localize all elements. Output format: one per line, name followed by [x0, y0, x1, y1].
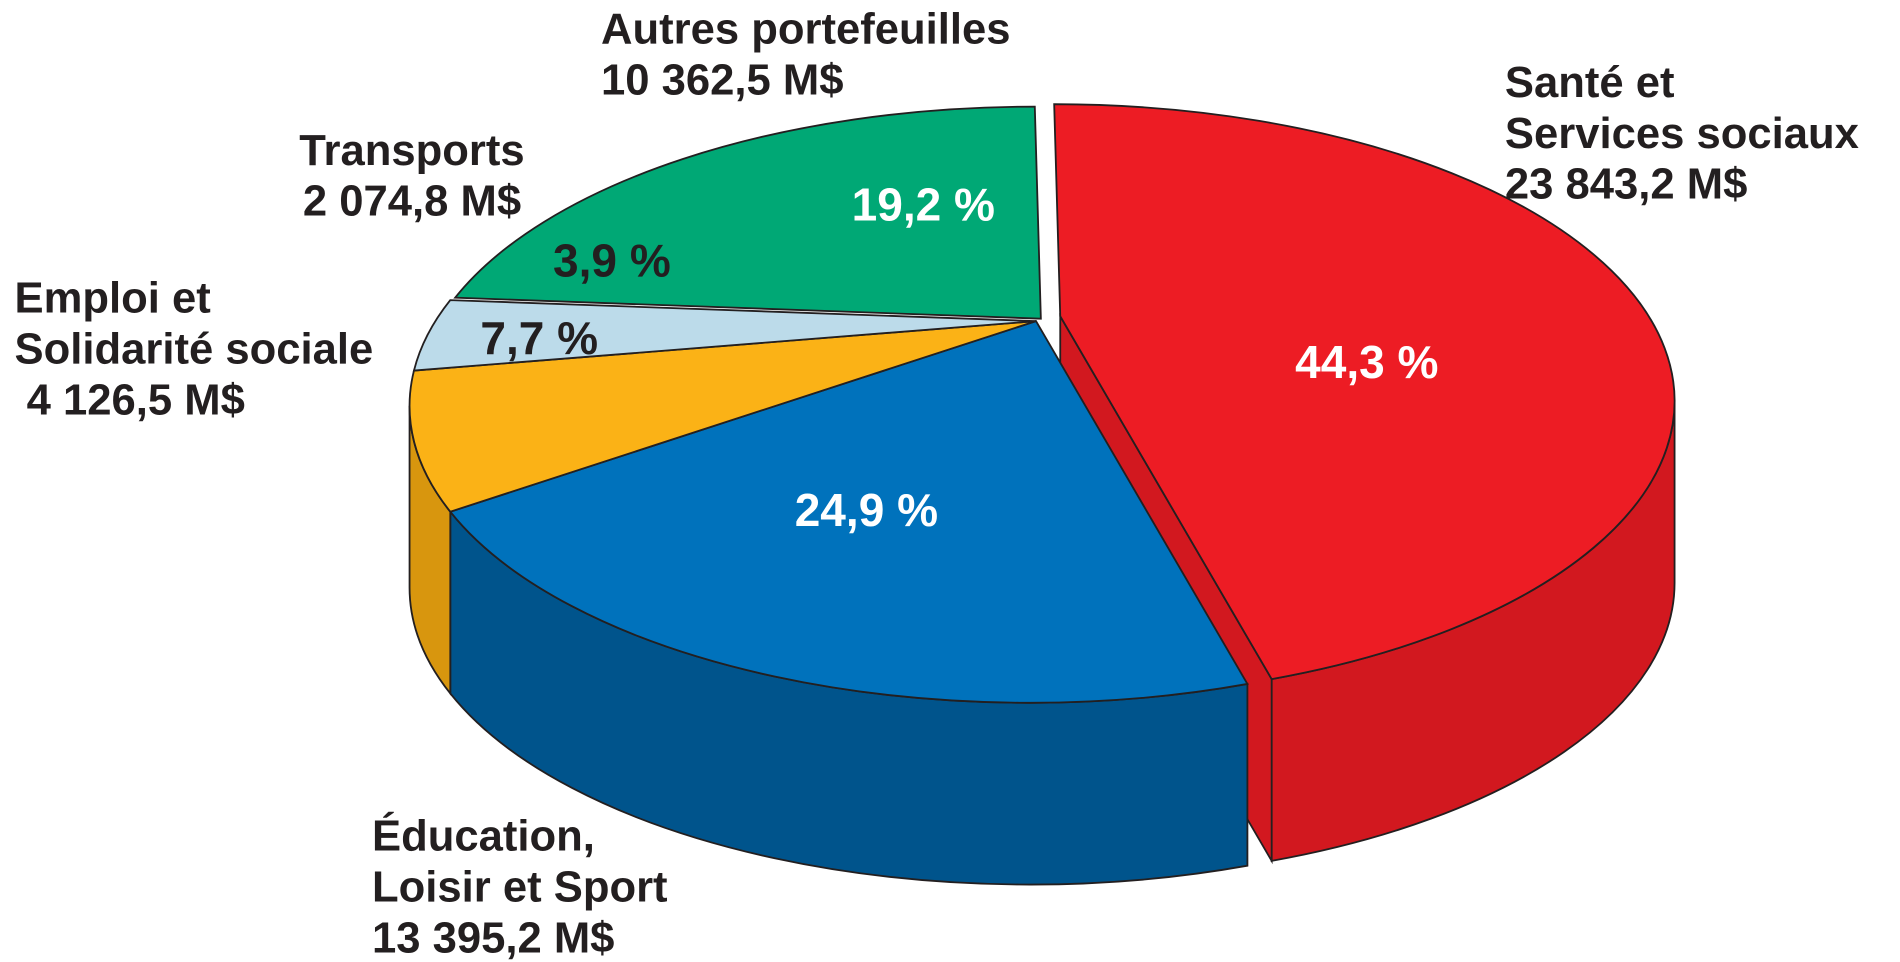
- category-label: Transports: [299, 127, 524, 175]
- value-label: 44,3 %: [1295, 336, 1438, 388]
- amount-label: 13 395,2 M$: [372, 914, 614, 962]
- amount-label: 2 074,8 M$: [303, 178, 521, 226]
- value-label: 7,7 %: [480, 312, 598, 364]
- category-label: Loisir et Sport: [372, 864, 668, 912]
- category-label: Santé et: [1505, 59, 1675, 107]
- amount-label: 10 362,5 M$: [601, 57, 843, 105]
- category-label: Services sociaux: [1505, 110, 1859, 158]
- value-label: 19,2 %: [852, 179, 995, 231]
- amount-label: 23 843,2 M$: [1505, 161, 1747, 209]
- category-label: Éducation,: [372, 811, 595, 861]
- pie-group: 44,3 % 24,9 % 7,7 % 3,9 % 19,2 % Santé etServ…: [15, 6, 1859, 962]
- category-label: Autres portefeuilles: [601, 6, 1011, 54]
- slice: [453, 105, 1042, 320]
- slice: [448, 320, 1249, 704]
- value-label: 24,9 %: [795, 484, 938, 536]
- category-label: Solidarité sociale: [15, 326, 374, 374]
- slice: [408, 320, 1037, 513]
- category-label: Emploi et: [15, 275, 211, 323]
- value-label: 3,9 %: [553, 234, 671, 286]
- slice: [1053, 103, 1676, 681]
- amount-label: 4 126,5 M$: [27, 376, 245, 424]
- slice: [412, 299, 1037, 372]
